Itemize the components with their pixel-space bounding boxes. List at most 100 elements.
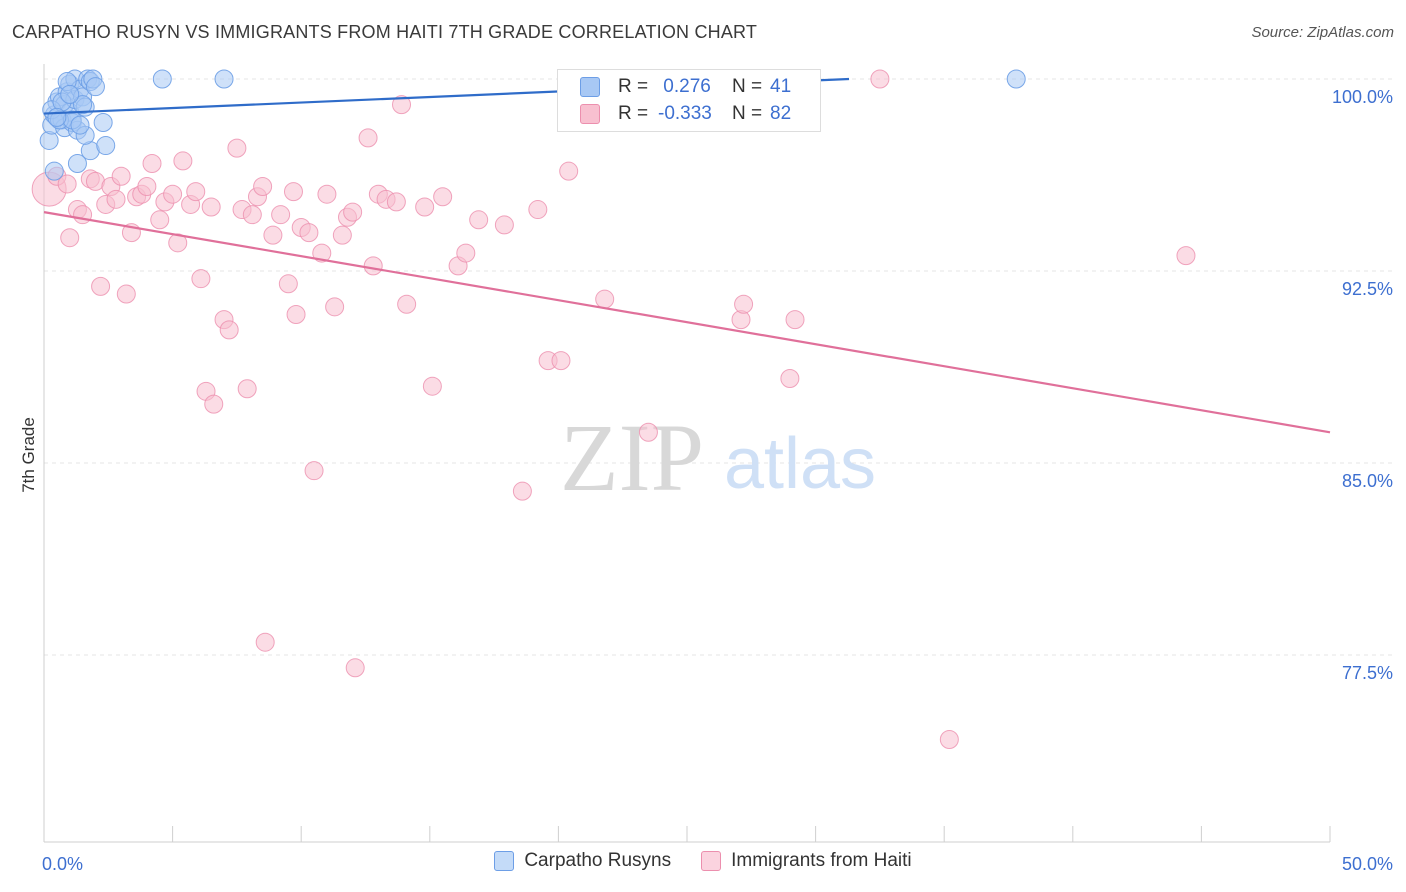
haiti-point bbox=[57, 174, 77, 194]
rusyn-point bbox=[70, 115, 90, 135]
haiti-point bbox=[191, 269, 211, 289]
haiti-point bbox=[255, 632, 275, 652]
haiti-point bbox=[456, 243, 476, 263]
haiti-point bbox=[227, 138, 247, 158]
haiti-trend-line bbox=[43, 211, 1331, 434]
series-legend: Carpatho Rusyns Immigrants from Haiti bbox=[0, 850, 1406, 872]
legend-r-label: R = bbox=[618, 76, 649, 97]
rusyn-point bbox=[73, 95, 93, 115]
haiti-point bbox=[168, 233, 188, 253]
legend-swatch-blue bbox=[580, 77, 600, 97]
haiti-point bbox=[358, 128, 378, 148]
y-tick-label: 92.5% bbox=[1342, 279, 1393, 299]
haiti-point bbox=[939, 729, 959, 749]
haiti-point bbox=[137, 177, 157, 197]
haiti-point bbox=[91, 276, 111, 296]
haiti-point bbox=[201, 197, 221, 217]
watermark-atlas: atlas bbox=[724, 424, 876, 504]
rusyn-point bbox=[44, 161, 64, 181]
haiti-point bbox=[219, 320, 239, 340]
haiti-point bbox=[332, 225, 352, 245]
y-tick-label: 77.5% bbox=[1342, 663, 1393, 683]
legend-label-haiti: Immigrants from Haiti bbox=[731, 850, 912, 871]
haiti-point bbox=[242, 205, 262, 225]
haiti-point bbox=[186, 182, 206, 202]
haiti-point bbox=[363, 256, 383, 276]
haiti-point bbox=[638, 422, 658, 442]
haiti-point bbox=[111, 166, 131, 186]
haiti-point bbox=[173, 151, 193, 171]
haiti-point bbox=[163, 184, 183, 204]
legend-r-label: R = bbox=[618, 103, 649, 124]
source-label: Source: ZipAtlas.com bbox=[1251, 24, 1394, 41]
haiti-point bbox=[551, 351, 571, 371]
haiti-point bbox=[559, 161, 579, 181]
rusyn-point bbox=[47, 107, 67, 127]
haiti-point bbox=[397, 294, 417, 314]
haiti-point bbox=[595, 289, 615, 309]
legend-r-value: -0.333 bbox=[658, 103, 712, 124]
watermark: ZIP atlas bbox=[560, 404, 876, 511]
haiti-point bbox=[271, 205, 291, 225]
haiti-point bbox=[116, 284, 136, 304]
haiti-point bbox=[1176, 246, 1196, 266]
haiti-point bbox=[278, 274, 298, 294]
haiti-point bbox=[345, 658, 365, 678]
haiti-point bbox=[317, 184, 337, 204]
haiti-point bbox=[253, 177, 273, 197]
rusyn-point bbox=[152, 69, 172, 89]
haiti-point bbox=[422, 376, 442, 396]
haiti-point bbox=[734, 294, 754, 314]
haiti-point bbox=[299, 223, 319, 243]
haiti-point bbox=[304, 461, 324, 481]
haiti-point bbox=[60, 228, 80, 248]
y-tick-label: 85.0% bbox=[1342, 471, 1393, 491]
haiti-point bbox=[325, 297, 345, 317]
haiti-point bbox=[433, 187, 453, 207]
legend-row-haiti: R = -0.333 N = 82 bbox=[580, 101, 791, 127]
legend-item-haiti[interactable]: Immigrants from Haiti bbox=[701, 850, 912, 872]
watermark-zip: ZIP bbox=[560, 404, 704, 511]
haiti-point bbox=[415, 197, 435, 217]
legend-swatch-blue bbox=[494, 851, 515, 871]
legend-swatch-pink bbox=[580, 104, 600, 124]
haiti-point bbox=[528, 200, 548, 220]
haiti-point bbox=[237, 379, 257, 399]
haiti-point bbox=[512, 481, 532, 501]
legend-item-rusyn[interactable]: Carpatho Rusyns bbox=[494, 850, 671, 872]
legend-n-value: 41 bbox=[770, 76, 792, 97]
legend-swatch-pink bbox=[701, 851, 722, 871]
y-axis-label: 7th Grade bbox=[19, 417, 38, 493]
haiti-point bbox=[392, 95, 412, 115]
legend-n-label: N = bbox=[732, 103, 763, 124]
haiti-point bbox=[204, 394, 224, 414]
rusyn-point bbox=[60, 84, 80, 104]
rusyn-point bbox=[93, 113, 113, 133]
haiti-point bbox=[283, 182, 303, 202]
legend-r-value: 0.276 bbox=[658, 76, 711, 97]
haiti-point bbox=[142, 153, 162, 173]
haiti-point bbox=[150, 210, 170, 230]
haiti-point bbox=[780, 369, 800, 389]
haiti-point bbox=[312, 243, 332, 263]
rusyn-point bbox=[1006, 69, 1026, 89]
haiti-point bbox=[870, 69, 890, 89]
haiti-point bbox=[494, 215, 514, 235]
rusyn-point bbox=[96, 136, 116, 156]
legend-n-value: 82 bbox=[770, 103, 792, 124]
legend-row-rusyn: R = 0.276 N = 41 bbox=[580, 74, 791, 100]
haiti-point bbox=[286, 305, 306, 325]
tick-labels: 100.0% 92.5% 85.0% 77.5% 0.0% 50.0% bbox=[42, 87, 1393, 874]
haiti-point bbox=[386, 192, 406, 212]
haiti-point bbox=[785, 310, 805, 330]
haiti-point bbox=[343, 202, 363, 222]
rusyn-point bbox=[67, 153, 87, 173]
haiti-point bbox=[106, 189, 126, 209]
rusyn-point bbox=[214, 69, 234, 89]
x-tick-label: 50.0% bbox=[1342, 854, 1393, 874]
correlation-legend: R = 0.276 N = 41 R = -0.333 N = 82 bbox=[557, 69, 821, 132]
haiti-point bbox=[469, 210, 489, 230]
rusyn-point bbox=[85, 77, 105, 97]
legend-label-rusyn: Carpatho Rusyns bbox=[524, 850, 672, 871]
